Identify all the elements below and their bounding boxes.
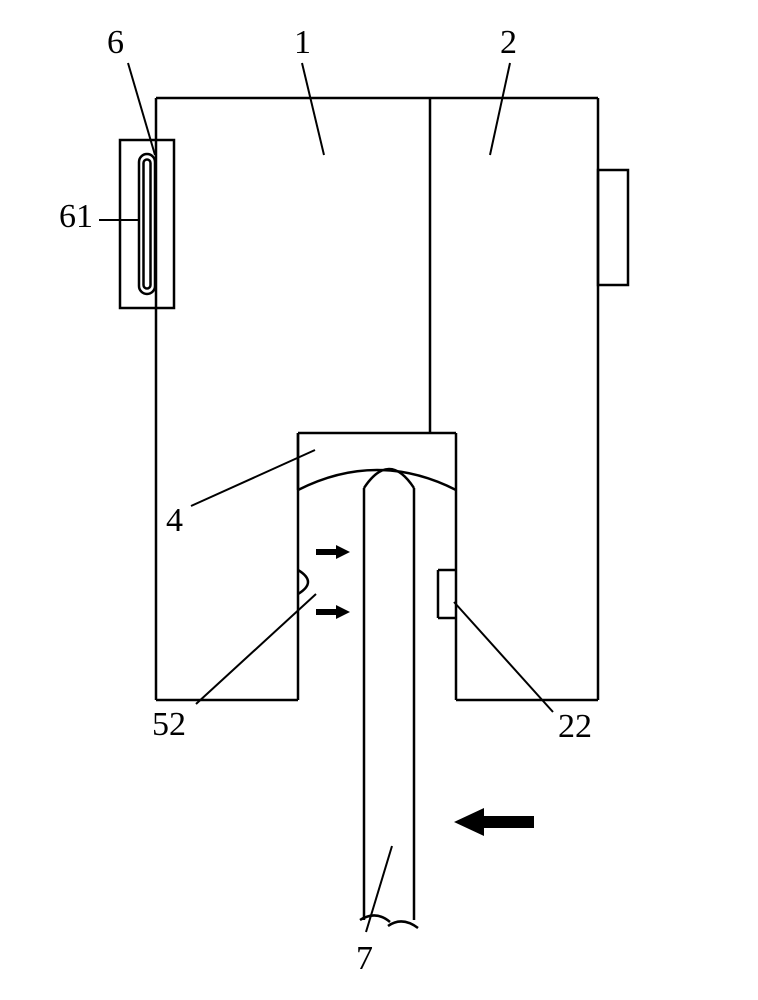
diagram-stage: 6 1 2 61 4 52 22 7 — [0, 0, 758, 1000]
diagram-svg — [0, 0, 758, 1000]
